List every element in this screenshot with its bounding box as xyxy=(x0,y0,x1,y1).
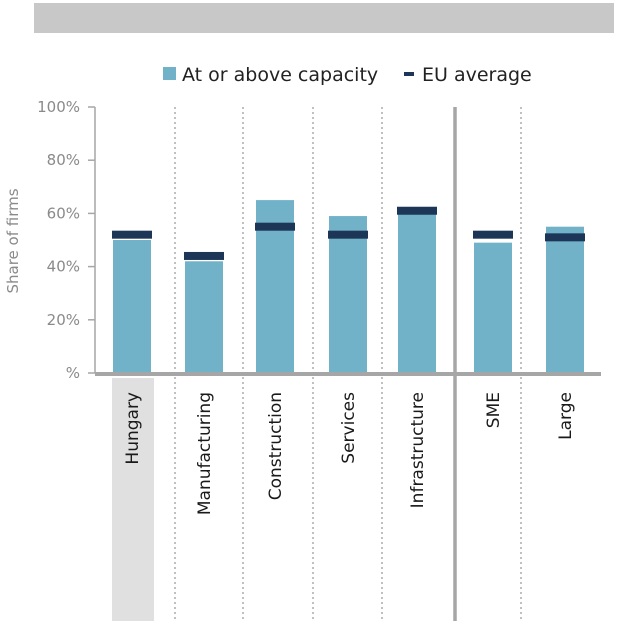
legend-label-eu-average: EU average xyxy=(422,64,532,86)
eu-average-marker-construction xyxy=(255,222,295,231)
y-tick-label: 60% xyxy=(47,204,80,222)
bar-manufacturing xyxy=(185,261,223,373)
bar-sme xyxy=(474,242,512,373)
legend-swatch-eu-average xyxy=(404,72,414,76)
bar-large xyxy=(546,226,584,373)
legend: At or above capacity EU average xyxy=(163,64,532,86)
category-label-infrastructure: Infrastructure xyxy=(408,392,428,508)
bar-services xyxy=(329,216,367,373)
y-axis-label: Share of firms xyxy=(4,188,22,293)
eu-average-marker-large xyxy=(545,233,585,242)
y-tick-label: 20% xyxy=(47,311,80,329)
category-label-hungary: Hungary xyxy=(123,392,143,465)
top-banner xyxy=(34,3,614,33)
y-tick-label: 100% xyxy=(37,98,80,116)
category-label-large: Large xyxy=(556,392,576,440)
y-tick-label: 80% xyxy=(47,151,80,169)
category-label-construction: Construction xyxy=(266,392,286,500)
eu-average-marker-hungary xyxy=(112,230,152,239)
y-tick-label: % xyxy=(66,364,80,382)
eu-average-marker-manufacturing xyxy=(184,251,224,260)
bar-hungary xyxy=(113,240,151,373)
y-tick-label: 40% xyxy=(47,258,80,276)
eu-average-marker-infrastructure xyxy=(397,206,437,215)
category-label-manufacturing: Manufacturing xyxy=(195,392,215,515)
category-label-sme: SME xyxy=(484,392,504,428)
hungary-highlight xyxy=(112,378,154,621)
eu-average-marker-sme xyxy=(473,230,513,239)
legend-label-at-or-above-capacity: At or above capacity xyxy=(182,64,378,86)
legend-swatch-at-or-above-capacity xyxy=(163,67,176,80)
bar-infrastructure xyxy=(398,213,436,373)
eu-average-marker-services xyxy=(328,230,368,239)
category-label-services: Services xyxy=(339,392,359,464)
